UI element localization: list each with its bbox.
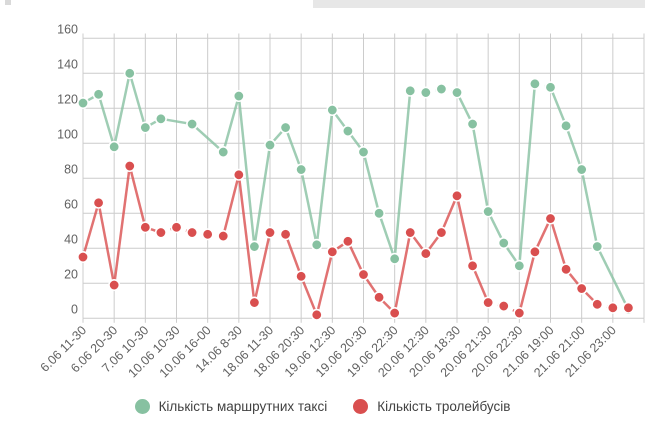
legend-marker-green (134, 399, 150, 414)
svg-text:20: 20 (64, 267, 78, 281)
svg-text:140: 140 (57, 57, 78, 71)
svg-text:0: 0 (71, 302, 78, 316)
svg-text:160: 160 (57, 22, 78, 36)
legend-label-marshrutka: Кількість маршрутних таксі (158, 399, 328, 414)
svg-text:40: 40 (64, 232, 78, 246)
page-edge-fragment (5, 0, 11, 5)
svg-text:60: 60 (64, 197, 78, 211)
svg-text:120: 120 (57, 92, 78, 106)
line-chart[interactable]: 0 20 40 60 80 100 120 140 160 6.06 11-30 6.06 20-3… (0, 0, 645, 395)
legend-item-trolleybus: Кількість тролейбусів (353, 399, 510, 414)
svg-text:80: 80 (64, 162, 78, 176)
legend-marker-red (353, 399, 369, 414)
legend-item-marshrutka: Кількість маршрутних таксі (134, 399, 328, 414)
svg-text:100: 100 (57, 127, 78, 141)
chart-legend: Кількість маршрутних таксі Кількість тро… (0, 399, 645, 414)
top-panel-fragment (313, 0, 645, 8)
legend-label-trolleybus: Кількість тролейбусів (377, 399, 511, 414)
